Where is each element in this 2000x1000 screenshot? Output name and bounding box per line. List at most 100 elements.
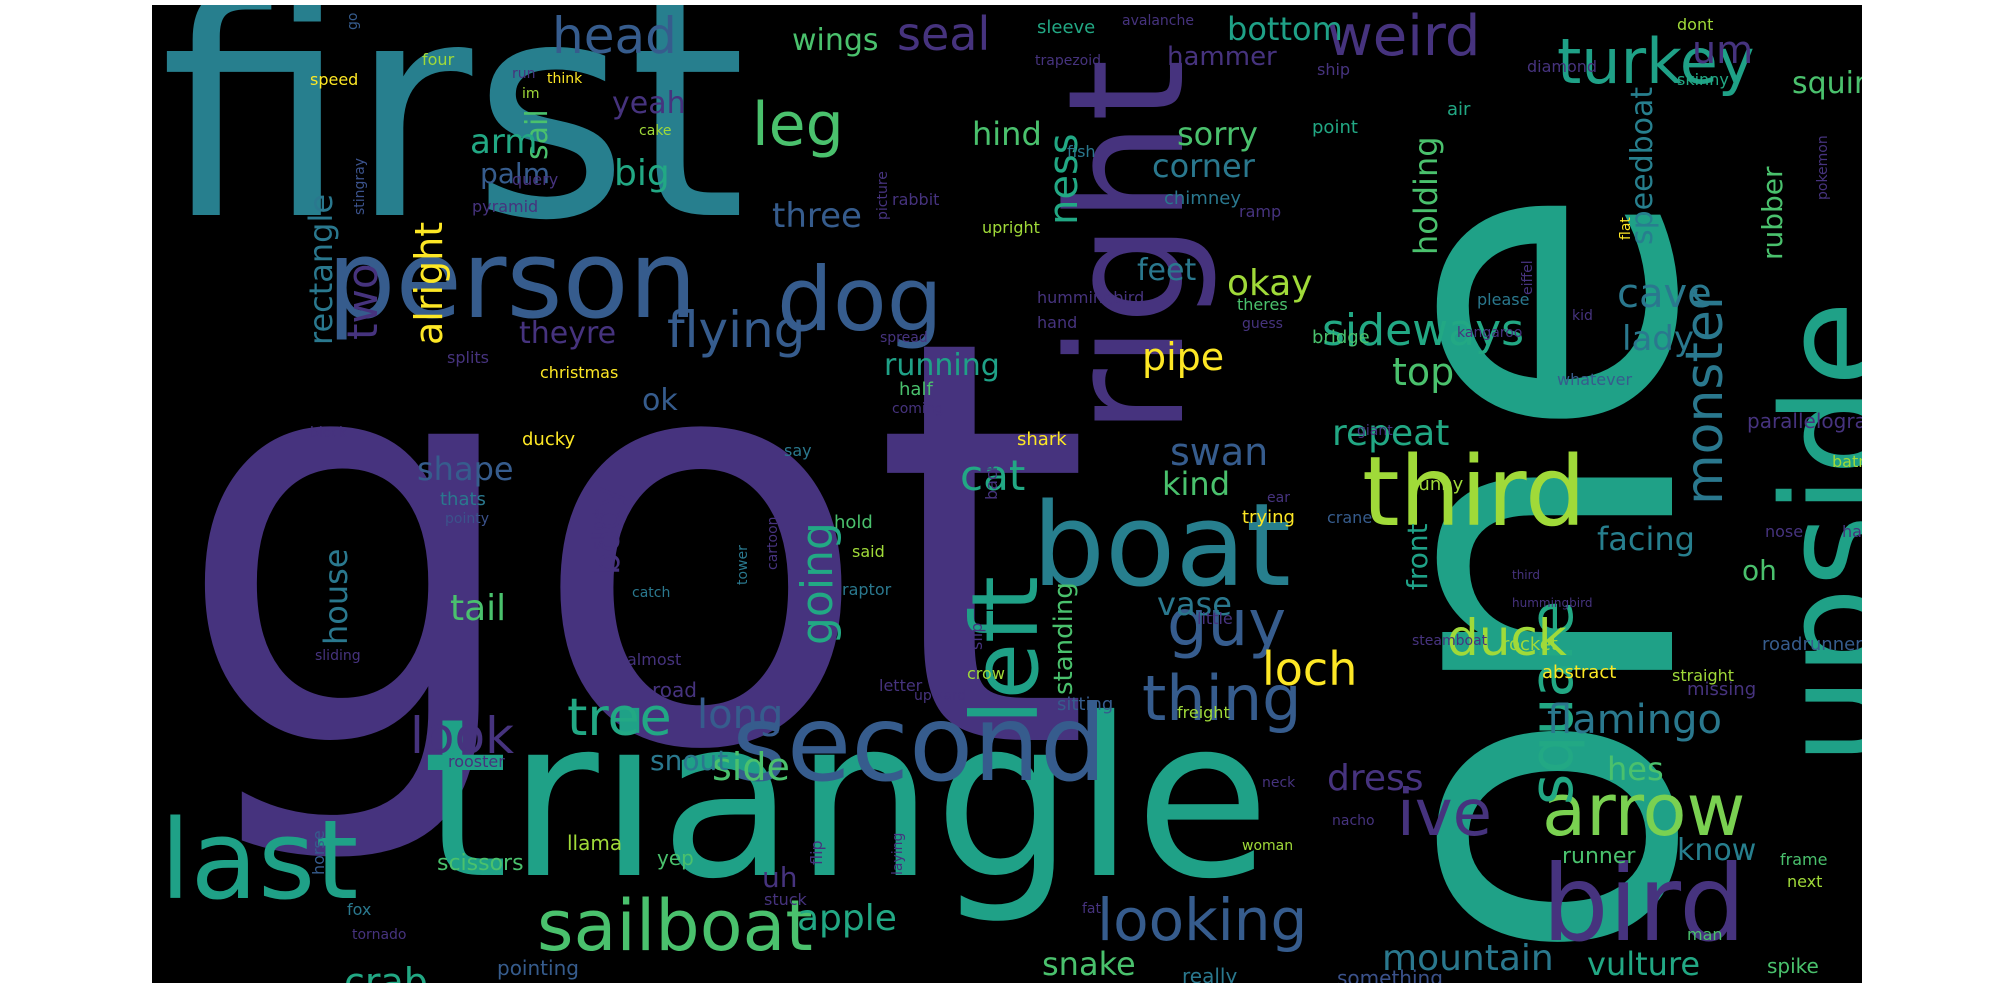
word-llama: llama	[567, 831, 622, 855]
word-facing: facing	[1597, 520, 1695, 558]
word-really: really	[1182, 964, 1237, 983]
word-triangle: triangle	[422, 671, 1270, 927]
word-leg: leg	[752, 90, 844, 160]
word-said: said	[852, 542, 885, 561]
word-duck: duck	[1447, 609, 1567, 667]
word-weird: weird	[1327, 5, 1480, 69]
word-person: person	[327, 218, 697, 343]
word-third: third	[1512, 568, 1540, 582]
word-second: second	[732, 683, 1106, 805]
word-hold: hold	[834, 512, 873, 533]
word-sail: sail	[520, 109, 555, 160]
word-upright: upright	[982, 218, 1040, 237]
word-bird: bird	[1542, 843, 1746, 965]
word-hand: hand	[1037, 313, 1077, 332]
word-last: last	[160, 796, 358, 924]
word-rubber: rubber	[1756, 166, 1789, 260]
word-got: got	[174, 221, 1092, 873]
word-im: im	[522, 86, 540, 102]
word-dress: dress	[1327, 758, 1424, 799]
word-ive: ive	[1397, 777, 1492, 851]
word-point: point	[1312, 117, 1358, 138]
word-vulture: vulture	[1587, 945, 1700, 983]
word-ramp: ramp	[1239, 202, 1281, 221]
word-batman: batman	[1832, 452, 1862, 471]
word-crane: crane	[1327, 508, 1372, 527]
word-yeah: yeah	[612, 86, 686, 121]
word-shape: shape	[417, 450, 514, 488]
word-back: back	[982, 461, 1001, 500]
word-four: four	[422, 50, 455, 69]
word-dont: dont	[1677, 15, 1713, 34]
word-frame: frame	[1780, 850, 1827, 869]
word-air: air	[1447, 99, 1471, 120]
word-kind: kind	[1162, 465, 1230, 503]
word-kangaroo: kangaroo	[1457, 325, 1522, 341]
word-woman: woman	[1242, 838, 1293, 854]
word-diamond: diamond	[1527, 57, 1597, 76]
word-mountain: mountain	[1382, 938, 1554, 979]
word-lady: lady	[1622, 319, 1694, 359]
word-cat: cat	[960, 451, 1025, 500]
word-trapezoid: trapezoid	[1035, 53, 1101, 69]
word-avalanche: avalanche	[1122, 13, 1194, 29]
word-tail: tail	[450, 588, 506, 629]
word-man: man	[1687, 925, 1723, 944]
word-horse: horse	[309, 830, 328, 875]
word-bunny: bunny	[1407, 474, 1464, 495]
word-long: long	[697, 692, 783, 738]
word-sitting: sitting	[1057, 694, 1113, 715]
word-know: know	[1677, 833, 1756, 868]
word-pointy: pointy	[445, 511, 489, 527]
word-ok: ok	[642, 383, 678, 418]
word-catch: catch	[632, 585, 670, 601]
word-half: half	[899, 379, 933, 400]
word-one: one	[1283, 183, 1772, 965]
word-next: next	[1787, 872, 1822, 891]
word-nacho: nacho	[1332, 813, 1375, 829]
word-running: running	[884, 348, 1000, 383]
word-monster: monster	[1675, 288, 1735, 505]
word-cloud: got one first triangle right upside pers…	[160, 5, 1862, 983]
word-giant: giant	[1357, 423, 1393, 439]
word-yep: yep	[657, 846, 694, 870]
word-something: something	[1337, 966, 1443, 983]
word-sliding: sliding	[315, 648, 361, 664]
word-pointing: pointing	[497, 956, 579, 980]
word-snake: snake	[1042, 945, 1136, 983]
word-bottom: bottom	[1227, 10, 1343, 48]
word-theres: theres	[1237, 295, 1288, 314]
word-road: road	[652, 678, 697, 702]
word-slide: slide	[588, 508, 609, 550]
word-body: body	[587, 486, 628, 575]
word-wings: wings	[792, 23, 879, 58]
word-straight: straight	[1672, 666, 1734, 685]
word-freight: freight	[1177, 703, 1230, 722]
word-kid: kid	[1572, 308, 1593, 324]
word-three: three	[772, 196, 862, 236]
word-pokemon: pokemon	[1815, 135, 1831, 200]
word-front: front	[1401, 523, 1434, 590]
word-house: house	[317, 549, 355, 646]
word-sleeve: sleeve	[1037, 17, 1095, 38]
word-fox: fox	[347, 900, 371, 919]
word-abstract: abstract	[1542, 662, 1616, 683]
word-look: look	[410, 707, 514, 765]
word-guess: guess	[1242, 316, 1283, 332]
word-seal: seal	[897, 7, 990, 61]
word-chimney: chimney	[1164, 188, 1241, 209]
word-eiffel: eiffel	[1520, 260, 1536, 295]
word-pyramid: pyramid	[472, 197, 538, 216]
word-stuck: stuck	[764, 890, 808, 909]
word-rooster: rooster	[448, 752, 505, 771]
word-speedboat: speedboat	[1625, 87, 1660, 245]
word-almost: almost	[627, 650, 681, 669]
word-theyre: theyre	[519, 316, 616, 351]
word-nose: nose	[1765, 522, 1803, 541]
word-bridge: bridge	[1312, 327, 1370, 348]
word-first: first	[160, 5, 746, 286]
word-say: say	[784, 441, 812, 460]
word-spread: spread	[880, 330, 928, 346]
word-fat: fat	[1082, 901, 1102, 917]
word-okay: okay	[1227, 263, 1313, 304]
